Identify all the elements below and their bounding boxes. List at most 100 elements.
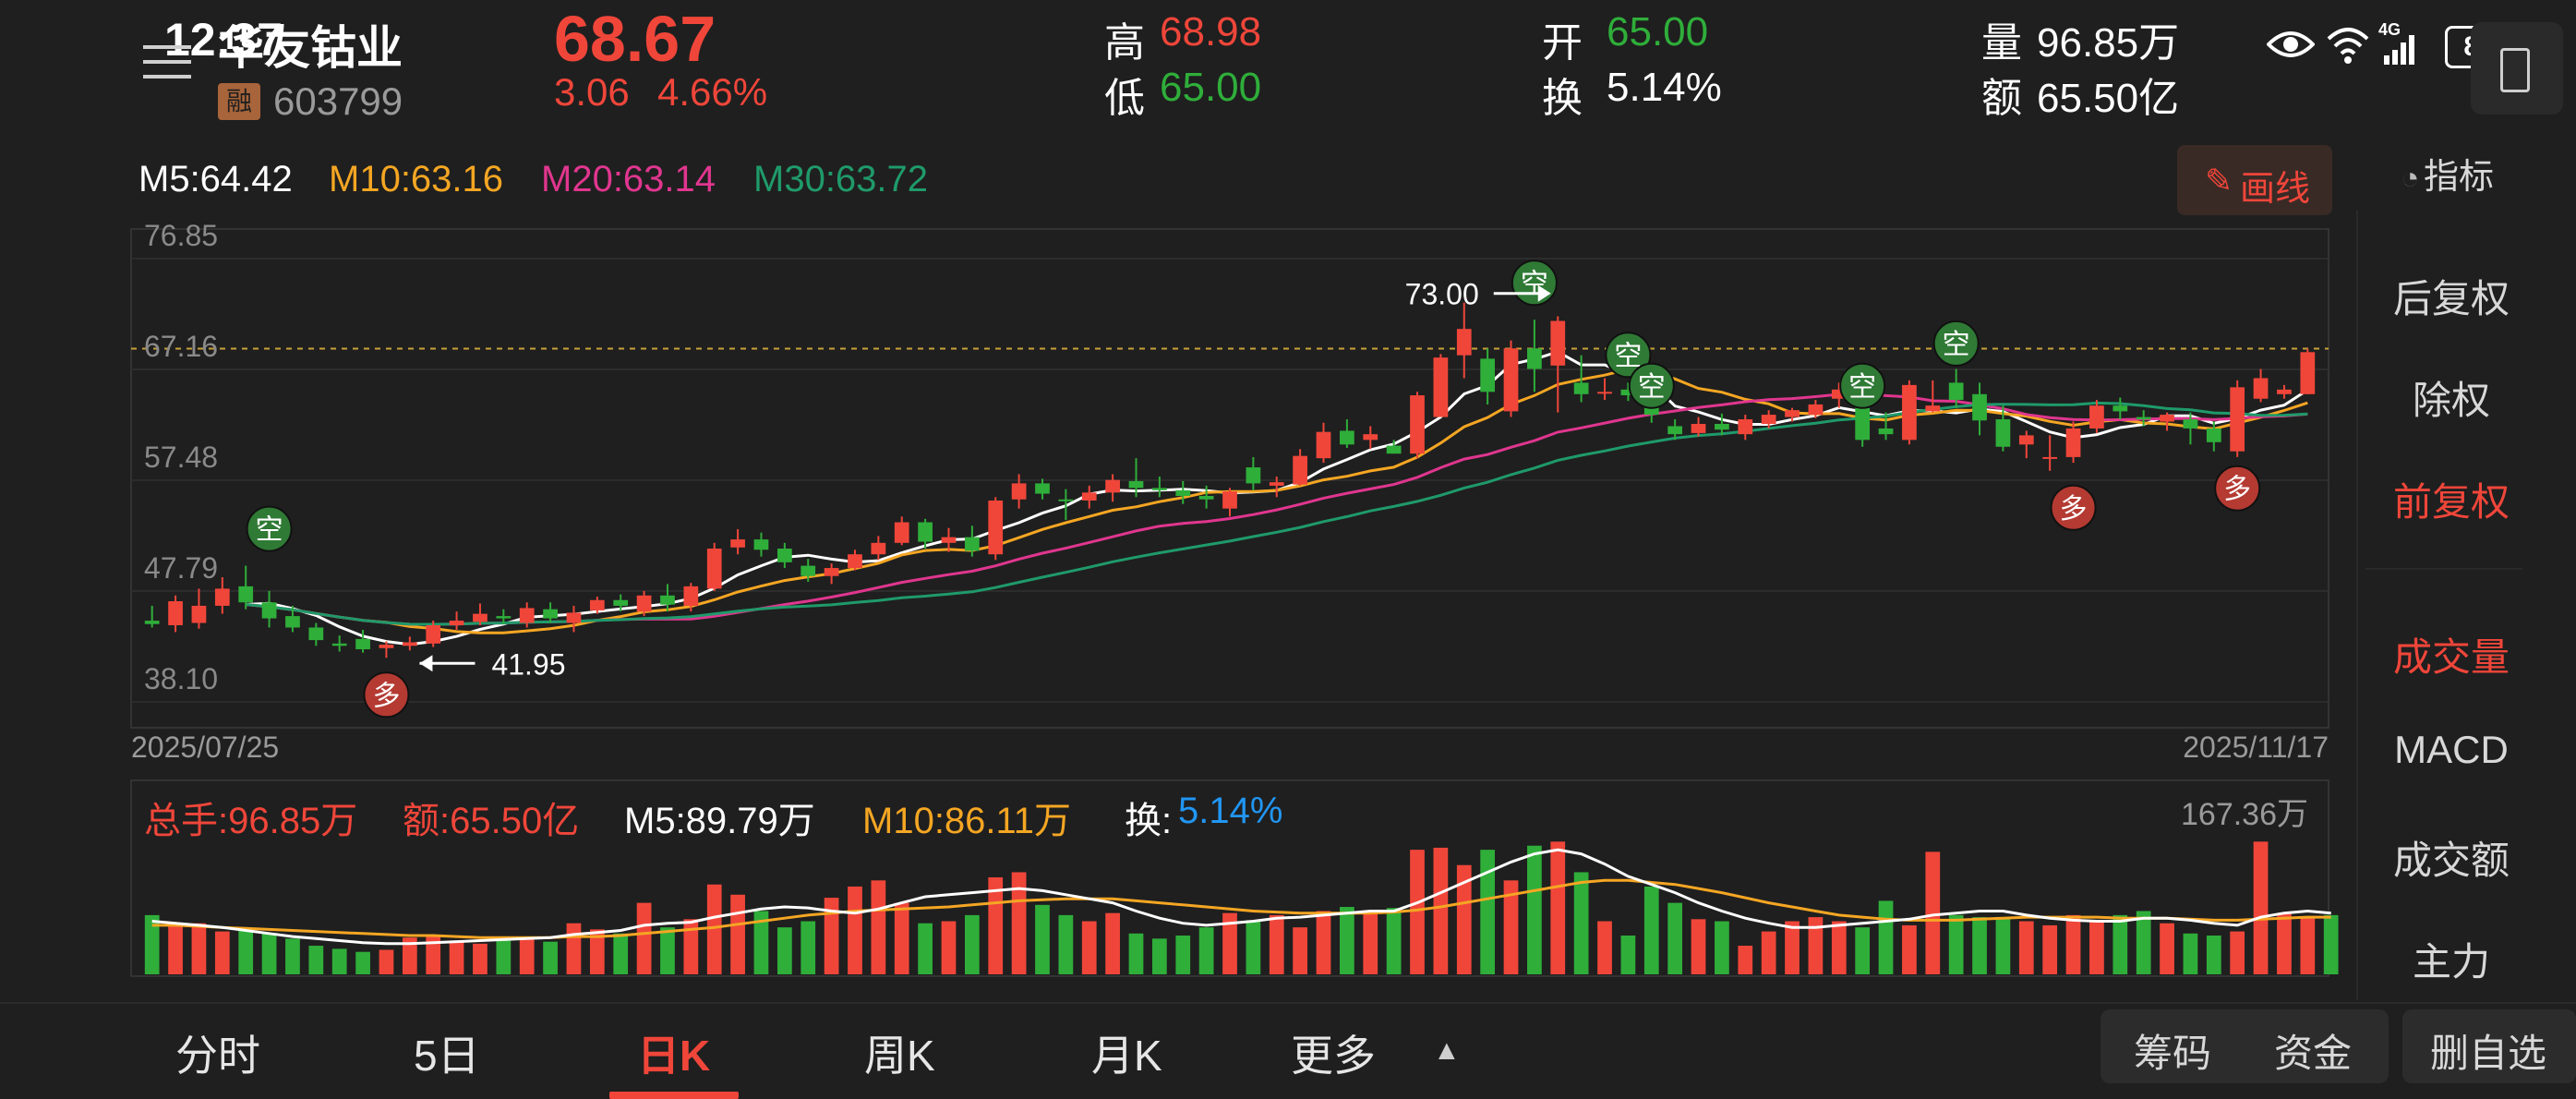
- candle: [1128, 458, 1144, 498]
- volume-bar: [1550, 841, 1566, 974]
- candle-body: [2183, 419, 2198, 429]
- menu-icon[interactable]: [143, 42, 191, 78]
- tab-intraday[interactable]: 分时: [175, 1032, 260, 1080]
- active-tab-indicator: [609, 1092, 739, 1099]
- landscape-toggle-button[interactable]: [2471, 22, 2563, 115]
- volume-bar: [2230, 931, 2245, 974]
- candle: [706, 542, 722, 591]
- sell-signal-badge: [246, 505, 293, 552]
- vol-amount: 额:65.50亿: [403, 801, 580, 841]
- side-ex-rights[interactable]: 除权: [2412, 379, 2490, 422]
- candle-body: [1948, 382, 1964, 400]
- volume-bar: [2136, 911, 2151, 974]
- volume-bar: [473, 943, 488, 974]
- candle: [1785, 407, 1800, 422]
- candle-body: [473, 613, 488, 622]
- volume-bar: [1643, 886, 1659, 974]
- tab-monthly-k[interactable]: 月K: [1091, 1032, 1162, 1080]
- volume-bar: [2323, 914, 2339, 974]
- candle: [941, 527, 957, 552]
- candle-body: [308, 627, 324, 641]
- volume-bar: [2089, 921, 2104, 974]
- candle-body: [1550, 320, 1566, 366]
- volume-bar: [426, 935, 441, 974]
- candle: [355, 629, 370, 653]
- caret-up-icon[interactable]: ▲: [1433, 1035, 1461, 1066]
- side-backward-adjust[interactable]: 后复权: [2392, 277, 2510, 320]
- candle-body: [1105, 479, 1120, 493]
- candle: [988, 497, 1004, 561]
- candle: [331, 635, 347, 652]
- candle-body: [613, 599, 629, 606]
- side-volume[interactable]: 成交量: [2392, 635, 2510, 679]
- candle-body: [519, 608, 535, 623]
- volume-value: 96.85万: [2037, 20, 2180, 66]
- buy-signal-badge-text: 多: [2223, 474, 2251, 506]
- candle: [730, 528, 745, 555]
- candle-body: [1995, 419, 2011, 447]
- side-forward-adjust[interactable]: 前复权: [2392, 480, 2510, 524]
- candle-body: [1761, 415, 1776, 424]
- buy-signal-badge-text: 多: [372, 680, 400, 712]
- side-macd[interactable]: MACD: [2394, 728, 2509, 771]
- candle-body: [1363, 434, 1378, 441]
- tab-5day[interactable]: 5日: [414, 1032, 480, 1080]
- volume-bar: [449, 941, 464, 974]
- volume-bar: [1480, 850, 1496, 974]
- volume-bar: [238, 928, 254, 974]
- candle-body: [988, 500, 1004, 555]
- candle-body: [1128, 480, 1144, 489]
- candle: [1808, 399, 1824, 418]
- vol-turnover: 5.14%: [1178, 791, 1283, 831]
- candle-body: [2206, 428, 2221, 442]
- volume-bar: [496, 937, 512, 974]
- side-amount[interactable]: 成交额: [2392, 839, 2510, 882]
- candle: [613, 594, 629, 612]
- candle: [1198, 485, 1214, 509]
- side-main-force[interactable]: 主力: [2412, 940, 2490, 984]
- tab-daily-k[interactable]: 日K: [637, 1032, 711, 1080]
- volume-bar: [191, 923, 207, 974]
- chips-button[interactable]: 筹码: [2134, 1032, 2212, 1075]
- candle: [2277, 384, 2292, 399]
- candle: [1433, 354, 1449, 417]
- volume-bar: [1152, 938, 1167, 974]
- candle-body: [2300, 352, 2316, 394]
- sell-signal-badge: [1605, 332, 1652, 379]
- candle: [1456, 302, 1472, 379]
- volume-bar: [1128, 933, 1144, 974]
- candle-body: [1456, 329, 1472, 356]
- volume-bar: [941, 921, 957, 974]
- volume-bar: [1340, 907, 1354, 974]
- tab-weekly-k[interactable]: 周K: [864, 1032, 935, 1080]
- indicator-button[interactable]: ◔ 指标: [2401, 148, 2494, 199]
- buy-signal-badge: [2214, 465, 2261, 512]
- volume-chart[interactable]: [0, 0, 2345, 1002]
- candle: [589, 597, 605, 614]
- volume-bar: [2042, 924, 2058, 974]
- funds-button[interactable]: 资金: [2274, 1032, 2353, 1075]
- volume-bar: [1363, 912, 1378, 974]
- candle: [543, 602, 558, 623]
- volume-bar: [2113, 914, 2128, 974]
- candle: [1246, 456, 1261, 490]
- candle-body: [1972, 393, 1987, 421]
- tab-more[interactable]: 更多: [1291, 1032, 1376, 1080]
- signal-label: 4G: [2378, 20, 2401, 39]
- volume-bar: [1503, 880, 1519, 974]
- turnover-value: 5.14%: [1607, 65, 1722, 110]
- date-end: 2025/11/17: [2183, 731, 2329, 764]
- candle: [449, 611, 464, 630]
- candle: [753, 532, 769, 557]
- delete-watchlist-button[interactable]: 删自选: [2402, 1009, 2576, 1083]
- price-tick-label: 76.85: [144, 219, 218, 252]
- volume-bar: [2183, 933, 2198, 974]
- draw-line-button[interactable]: ✎ 画线: [2177, 145, 2332, 215]
- sell-signal-badge-text: 空: [1614, 340, 1642, 372]
- volume-bar: [1785, 921, 1800, 974]
- low-arrow-head: [419, 655, 433, 672]
- volume-bar: [1081, 921, 1097, 974]
- price-change: 3.06: [554, 70, 630, 114]
- volume-bar: [1198, 927, 1214, 974]
